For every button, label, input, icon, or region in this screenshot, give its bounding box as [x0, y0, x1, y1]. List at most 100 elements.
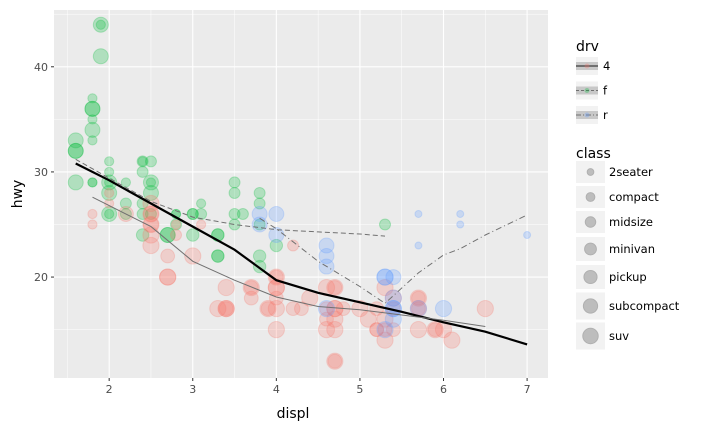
data-point — [228, 207, 241, 220]
data-point — [236, 207, 249, 220]
data-point — [228, 176, 241, 189]
data-point — [414, 209, 423, 218]
data-point — [142, 184, 159, 201]
legend-key-point — [583, 269, 598, 285]
data-point — [136, 165, 149, 178]
data-point — [268, 205, 285, 222]
data-point — [104, 166, 115, 178]
legend-label: 4 — [603, 59, 610, 73]
data-point — [87, 208, 98, 220]
data-point — [84, 100, 101, 117]
legend-key-point — [582, 327, 599, 345]
data-point — [434, 300, 453, 318]
data-point — [476, 300, 494, 318]
data-point — [385, 322, 401, 338]
y-axis-title: hwy — [10, 180, 26, 209]
data-point — [104, 156, 115, 167]
points — [67, 16, 532, 370]
data-point — [267, 321, 285, 339]
data-point — [287, 239, 300, 252]
data-point — [456, 220, 465, 229]
legend-key-point — [584, 112, 590, 118]
data-point — [209, 300, 227, 318]
data-point — [377, 322, 393, 338]
data-point — [145, 177, 157, 188]
data-point — [285, 301, 301, 317]
data-point — [217, 300, 235, 318]
data-point — [196, 219, 207, 230]
data-point — [186, 207, 199, 220]
data-point — [259, 300, 277, 318]
data-point — [217, 300, 235, 318]
data-point — [186, 207, 199, 220]
data-point — [101, 205, 118, 222]
legend-label: f — [603, 84, 608, 98]
data-point — [376, 278, 394, 297]
legend-key-point — [585, 192, 596, 202]
y-tick-label: 20 — [34, 271, 48, 284]
data-point — [414, 241, 423, 250]
data-point — [294, 301, 309, 317]
data-point — [87, 135, 98, 146]
data-point — [253, 186, 266, 199]
legend-key-point — [584, 216, 597, 228]
data-point — [142, 236, 160, 255]
data-point — [144, 155, 157, 168]
legend-label: midsize — [609, 215, 653, 229]
data-point — [67, 142, 84, 159]
data-point — [326, 310, 344, 328]
x-tick-label: 6 — [440, 383, 447, 396]
data-point — [384, 289, 402, 307]
data-point — [136, 155, 149, 168]
data-point — [142, 205, 160, 223]
y-axis: 20 30 40 — [34, 61, 54, 284]
data-point — [376, 331, 394, 349]
data-point — [160, 248, 176, 264]
data-point — [144, 207, 157, 220]
data-point — [135, 228, 150, 242]
legend-key-point — [586, 168, 595, 176]
data-point — [369, 322, 385, 338]
data-point — [376, 268, 394, 286]
data-point — [84, 121, 101, 138]
data-point — [369, 322, 385, 338]
legend-label: r — [603, 108, 608, 122]
data-point — [142, 216, 159, 233]
legend-label: suv — [609, 329, 629, 343]
legend-class-title: class — [576, 146, 611, 162]
data-point — [228, 186, 241, 199]
data-point — [409, 321, 428, 339]
data-point — [87, 114, 98, 125]
data-point — [119, 197, 132, 210]
data-point — [67, 142, 84, 159]
data-point — [379, 218, 392, 231]
data-point — [243, 290, 259, 306]
data-point — [142, 215, 160, 234]
data-point — [327, 353, 343, 369]
smooth-line-4 — [92, 196, 486, 327]
data-point — [319, 301, 334, 317]
data-point — [242, 278, 260, 297]
y-tick-label: 30 — [34, 166, 48, 179]
legend-key-point — [584, 242, 597, 256]
data-point — [427, 322, 443, 338]
smooth-lines — [75, 158, 528, 346]
data-point — [87, 177, 98, 188]
data-point — [211, 249, 225, 263]
x-axis: 2 3 4 5 6 7 — [106, 378, 531, 396]
data-point — [159, 268, 177, 286]
legend-label: compact — [609, 190, 659, 204]
data-point — [104, 187, 115, 199]
data-point — [359, 310, 377, 328]
data-point — [318, 248, 335, 265]
data-point — [195, 207, 208, 220]
legend-key-point — [584, 63, 590, 69]
x-tick-label: 3 — [189, 383, 196, 396]
data-point — [228, 218, 241, 231]
data-point — [317, 321, 336, 339]
smooth-line-overall — [75, 162, 528, 346]
data-point — [456, 209, 465, 218]
x-tick-label: 5 — [356, 383, 363, 396]
data-point — [317, 300, 336, 318]
